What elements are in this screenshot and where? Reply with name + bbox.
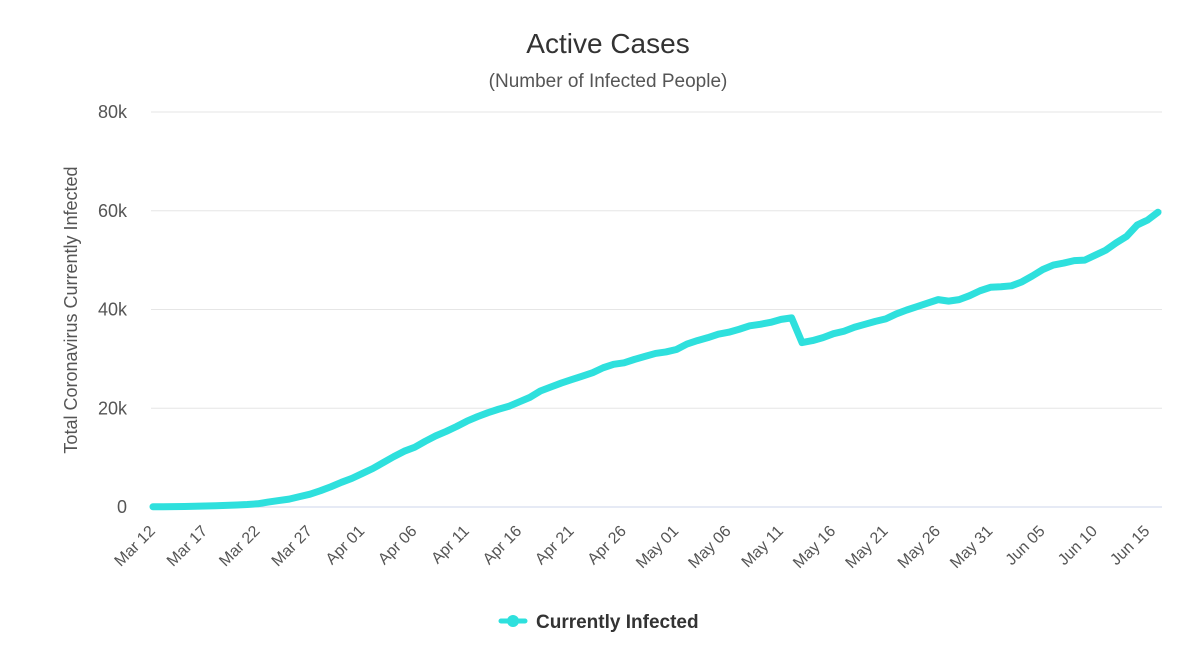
x-tick-label: May 31 — [947, 523, 996, 572]
series-group — [149, 208, 1162, 511]
chart-subtitle: (Number of Infected People) — [489, 71, 728, 92]
x-tick-label: Apr 26 — [585, 523, 630, 568]
x-tick-label: May 26 — [895, 523, 944, 572]
x-tick-label: Jun 10 — [1055, 523, 1101, 569]
y-tick-label: 80k — [98, 102, 128, 122]
legend-item-currently-infected[interactable]: Currently Infected — [536, 612, 699, 633]
x-tick-label: Mar 27 — [269, 523, 316, 570]
x-tick-label: May 11 — [739, 523, 787, 571]
y-tick-label: 60k — [98, 201, 128, 221]
x-tick-label: Apr 16 — [480, 523, 525, 568]
y-tick-label: 40k — [98, 300, 128, 320]
x-tick-label: Apr 11 — [428, 523, 473, 568]
y-tick-label: 0 — [117, 497, 127, 517]
chart-title: Active Cases — [526, 28, 689, 59]
x-tick-label: Apr 21 — [532, 523, 577, 568]
x-tick-label: Mar 22 — [216, 523, 263, 570]
legend-marker-icon — [507, 615, 519, 627]
legend[interactable]: Currently Infected — [498, 612, 699, 633]
x-tick-label: Apr 01 — [323, 523, 368, 568]
series-line-currently-infected[interactable] — [149, 208, 1162, 511]
x-tick-label: Mar 17 — [164, 523, 211, 570]
x-tick-label: Mar 12 — [112, 523, 159, 570]
x-tick-label: Apr 06 — [375, 523, 420, 568]
x-tick-label: May 01 — [633, 523, 682, 572]
y-tick-labels: 0 20k 40k 60k 80k — [98, 102, 128, 517]
y-gridlines — [151, 111, 1162, 409]
y-axis-label: Total Coronavirus Currently Infected — [61, 166, 81, 453]
x-tick-labels: Mar 12 Mar 17 Mar 22 Mar 27 Apr 01 Apr 06 Apr … — [112, 523, 1154, 572]
x-tick-label: May 21 — [843, 523, 892, 572]
x-tick-label: May 16 — [790, 523, 839, 572]
x-tick-label: Jun 15 — [1107, 523, 1153, 569]
x-tick-label: Jun 05 — [1003, 523, 1049, 569]
y-tick-label: 20k — [98, 398, 128, 418]
x-tick-label: May 06 — [685, 523, 734, 572]
